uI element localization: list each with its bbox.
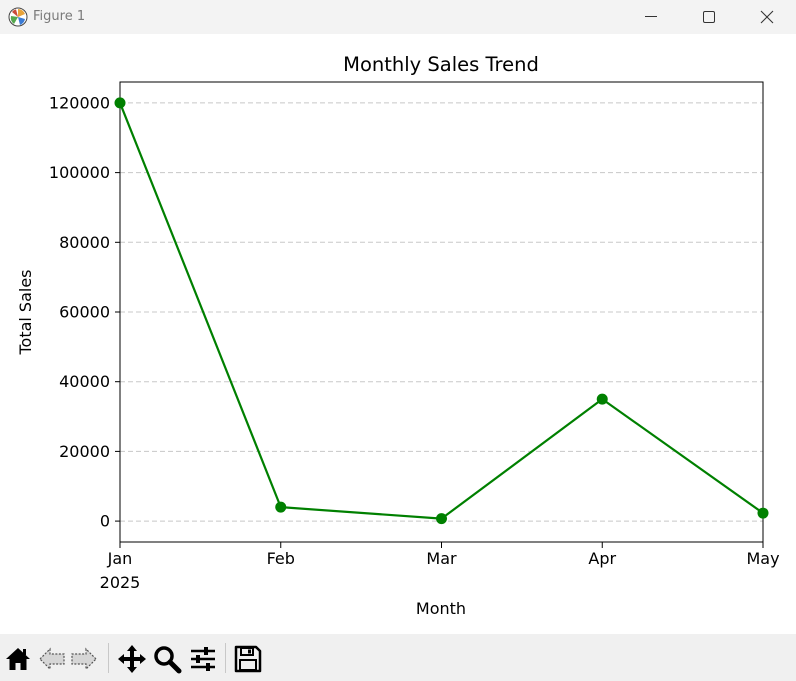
pan-move-icon bbox=[118, 645, 146, 673]
y-tick-label: 120000 bbox=[49, 93, 110, 112]
line-chart: 0 20000 40000 60000 80000 100000 120000 Jan 2025… bbox=[16, 53, 780, 618]
sales-line bbox=[118, 102, 764, 520]
x-axis-label: Month bbox=[416, 599, 466, 618]
minimize-button[interactable] bbox=[622, 0, 680, 34]
data-point bbox=[596, 393, 608, 405]
minimize-icon bbox=[645, 16, 657, 17]
subplots-sliders-icon bbox=[191, 647, 215, 671]
x-tick-sublabel: 2025 bbox=[100, 573, 141, 592]
y-tick-label: 80000 bbox=[59, 233, 110, 252]
maximize-button[interactable] bbox=[680, 0, 738, 34]
matplotlib-figure-icon bbox=[8, 7, 28, 27]
toolbar-separator bbox=[108, 643, 109, 673]
zoom-magnifier-icon bbox=[154, 646, 182, 674]
x-tick-label: Mar bbox=[426, 549, 457, 568]
y-tick-label: 100000 bbox=[49, 163, 110, 182]
save-floppy-icon bbox=[234, 645, 262, 673]
window-title-bar: Figure 1 bbox=[0, 0, 796, 34]
y-tick-label: 20000 bbox=[59, 442, 110, 461]
close-icon bbox=[760, 10, 774, 24]
pan-button[interactable] bbox=[117, 644, 147, 674]
zoom-button[interactable] bbox=[152, 644, 182, 674]
x-tick-label: Jan bbox=[107, 549, 133, 568]
configure-subplots-button[interactable] bbox=[188, 644, 218, 674]
figure-canvas[interactable]: 0 20000 40000 60000 80000 100000 120000 Jan 2025… bbox=[0, 34, 796, 634]
toolbar-separator bbox=[225, 643, 226, 673]
maximize-icon bbox=[703, 11, 715, 23]
y-tick-label: 0 bbox=[100, 512, 110, 531]
data-point bbox=[757, 507, 769, 519]
y-tick-label: 60000 bbox=[59, 303, 110, 322]
save-button[interactable] bbox=[233, 644, 263, 674]
close-button[interactable] bbox=[738, 0, 796, 34]
x-tick-label: Feb bbox=[267, 549, 295, 568]
data-point bbox=[436, 513, 447, 525]
y-tick-label: 40000 bbox=[59, 372, 110, 391]
home-button[interactable] bbox=[3, 644, 33, 674]
data-point bbox=[114, 97, 126, 109]
forward-button[interactable] bbox=[69, 644, 99, 674]
forward-arrow-icon bbox=[71, 647, 97, 671]
data-point bbox=[275, 501, 287, 513]
window-title: Figure 1 bbox=[33, 9, 86, 24]
x-tick-label: May bbox=[746, 549, 779, 568]
back-button[interactable] bbox=[37, 644, 67, 674]
back-arrow-icon bbox=[39, 647, 65, 671]
x-tick-label: Apr bbox=[588, 549, 616, 568]
chart-title: Monthly Sales Trend bbox=[343, 53, 539, 76]
navigation-toolbar bbox=[0, 634, 796, 681]
home-icon bbox=[6, 648, 30, 670]
y-axis-label: Total Sales bbox=[16, 269, 35, 355]
